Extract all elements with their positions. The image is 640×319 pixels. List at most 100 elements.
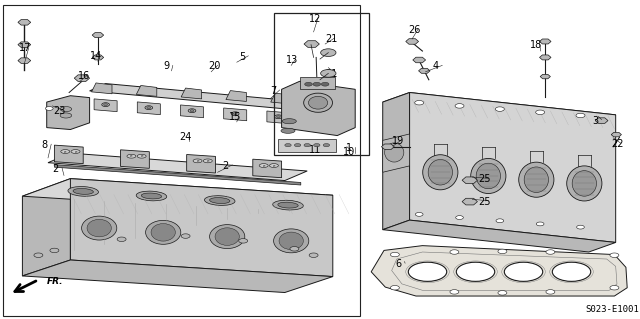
- Ellipse shape: [151, 224, 175, 241]
- Polygon shape: [92, 83, 112, 94]
- Polygon shape: [181, 88, 202, 99]
- Ellipse shape: [304, 93, 333, 112]
- Polygon shape: [540, 55, 551, 60]
- Polygon shape: [383, 220, 616, 252]
- Circle shape: [456, 262, 495, 281]
- Ellipse shape: [127, 154, 136, 158]
- Circle shape: [390, 252, 399, 257]
- Polygon shape: [271, 93, 291, 104]
- Text: e: e: [196, 159, 199, 163]
- Text: 11: 11: [308, 145, 321, 155]
- Ellipse shape: [82, 216, 117, 240]
- Circle shape: [276, 116, 280, 118]
- Polygon shape: [120, 150, 149, 168]
- Ellipse shape: [68, 187, 99, 196]
- Ellipse shape: [73, 189, 93, 194]
- Text: 6: 6: [396, 259, 402, 269]
- Circle shape: [102, 103, 109, 107]
- Ellipse shape: [572, 171, 596, 196]
- Polygon shape: [462, 177, 477, 183]
- Polygon shape: [92, 33, 104, 38]
- Circle shape: [504, 262, 543, 281]
- Circle shape: [408, 262, 447, 281]
- Circle shape: [305, 82, 312, 86]
- Circle shape: [466, 200, 474, 204]
- Bar: [300, 77, 335, 89]
- Circle shape: [313, 82, 321, 86]
- Text: 14: 14: [90, 51, 102, 61]
- Circle shape: [294, 144, 301, 147]
- Circle shape: [239, 239, 248, 243]
- Text: 7: 7: [270, 86, 276, 96]
- Ellipse shape: [60, 107, 72, 112]
- Text: e: e: [64, 150, 67, 153]
- Polygon shape: [54, 145, 83, 164]
- Polygon shape: [22, 260, 333, 293]
- Text: 8: 8: [42, 140, 48, 150]
- Text: 2: 2: [52, 164, 59, 174]
- Polygon shape: [47, 96, 90, 130]
- Polygon shape: [267, 111, 290, 124]
- Ellipse shape: [269, 164, 278, 167]
- Circle shape: [275, 115, 282, 119]
- Circle shape: [577, 225, 584, 229]
- Polygon shape: [136, 85, 157, 96]
- Text: 24: 24: [179, 131, 191, 142]
- Text: 26: 26: [408, 25, 420, 35]
- Ellipse shape: [422, 155, 458, 190]
- Polygon shape: [70, 179, 333, 277]
- Circle shape: [323, 144, 330, 147]
- Text: e: e: [262, 164, 265, 167]
- Text: e: e: [140, 154, 143, 158]
- Ellipse shape: [279, 232, 303, 249]
- Ellipse shape: [60, 113, 72, 118]
- Text: 2: 2: [223, 161, 229, 171]
- Ellipse shape: [428, 160, 452, 185]
- Text: 25: 25: [479, 197, 492, 207]
- Polygon shape: [22, 179, 333, 213]
- Text: 19: 19: [392, 136, 404, 146]
- Ellipse shape: [210, 225, 244, 249]
- Polygon shape: [406, 39, 419, 44]
- Ellipse shape: [209, 197, 230, 204]
- Polygon shape: [595, 118, 608, 123]
- Circle shape: [285, 144, 291, 147]
- Ellipse shape: [204, 196, 235, 205]
- Circle shape: [576, 113, 585, 118]
- Polygon shape: [224, 108, 247, 121]
- Polygon shape: [18, 19, 31, 25]
- Circle shape: [147, 107, 151, 108]
- Ellipse shape: [308, 96, 328, 109]
- Polygon shape: [540, 39, 551, 44]
- Polygon shape: [383, 93, 616, 124]
- Circle shape: [536, 110, 545, 115]
- Circle shape: [496, 219, 504, 223]
- Ellipse shape: [146, 220, 180, 244]
- Ellipse shape: [518, 162, 554, 197]
- Ellipse shape: [476, 163, 500, 189]
- Ellipse shape: [567, 166, 602, 201]
- Circle shape: [536, 222, 544, 226]
- Ellipse shape: [137, 154, 146, 158]
- Text: 1: 1: [346, 143, 352, 153]
- Bar: [3, 5, 360, 316]
- Text: 3: 3: [592, 115, 598, 126]
- Text: S023-E1001: S023-E1001: [585, 305, 639, 314]
- Polygon shape: [282, 81, 355, 136]
- Circle shape: [498, 249, 507, 254]
- Text: 5: 5: [239, 52, 245, 62]
- Ellipse shape: [524, 167, 548, 192]
- Polygon shape: [253, 159, 282, 178]
- Circle shape: [50, 248, 59, 253]
- Text: 17: 17: [19, 43, 31, 54]
- Circle shape: [290, 247, 299, 251]
- Text: 25: 25: [479, 174, 492, 184]
- Ellipse shape: [282, 119, 296, 124]
- Ellipse shape: [470, 159, 506, 194]
- Text: 21: 21: [325, 69, 337, 79]
- Bar: [278, 139, 336, 152]
- Circle shape: [104, 104, 108, 106]
- Text: 15: 15: [229, 112, 241, 122]
- Circle shape: [456, 216, 463, 219]
- Ellipse shape: [278, 202, 298, 208]
